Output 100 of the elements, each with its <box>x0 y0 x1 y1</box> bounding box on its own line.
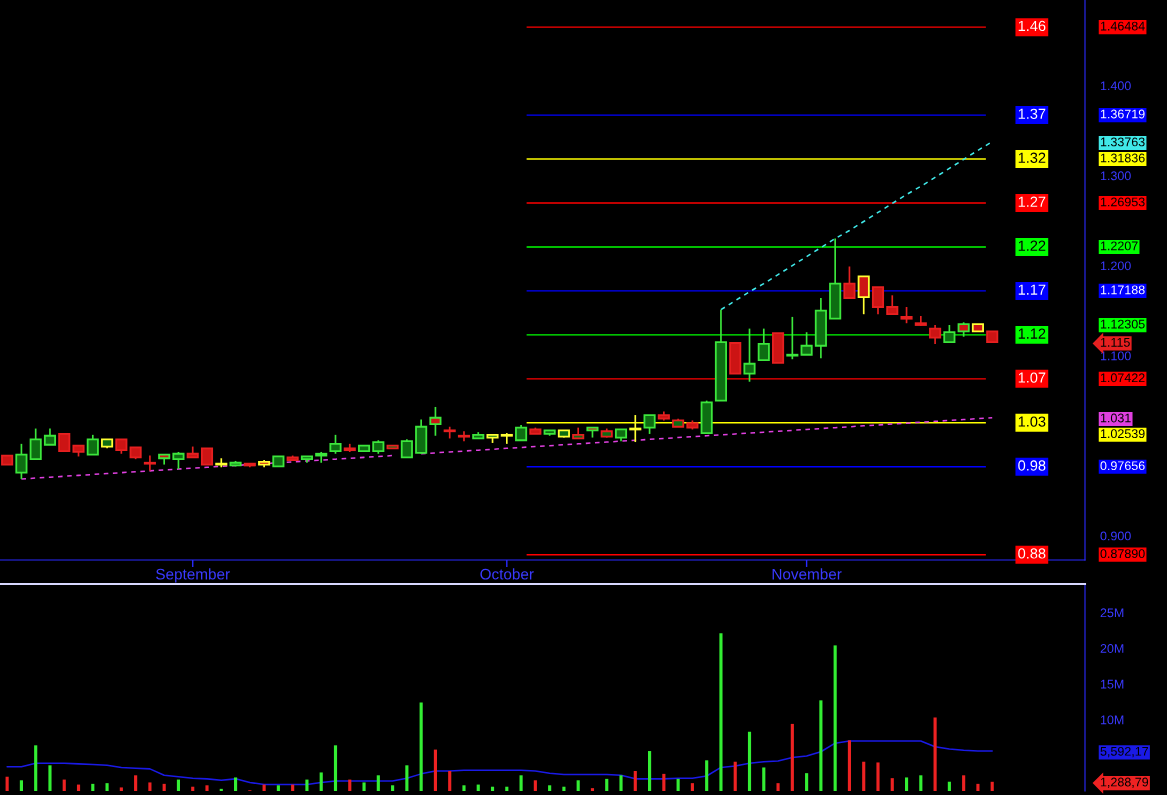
bar <box>505 786 509 791</box>
candlestick <box>886 294 899 316</box>
bar <box>148 782 152 791</box>
bar <box>633 771 637 791</box>
ref-line-label: 1.03 <box>1018 416 1046 427</box>
bar <box>705 760 709 791</box>
bar <box>205 785 209 791</box>
bar <box>790 723 794 791</box>
candlestick <box>643 414 656 435</box>
text: 1.17188 <box>1100 285 1145 295</box>
bar <box>862 761 866 791</box>
line-series <box>720 140 993 311</box>
candlestick <box>400 438 413 459</box>
ref-line-label: 1.27 <box>1018 196 1046 207</box>
y-tick-label: 0.900 <box>1100 531 1131 541</box>
text: 1.26953 <box>1100 197 1145 207</box>
bar <box>890 778 894 791</box>
bar <box>462 785 466 791</box>
bar <box>605 778 609 791</box>
ref-line-label: 1.46 <box>1018 20 1046 32</box>
y-tick-label: 1.300 <box>1100 171 1131 181</box>
bar <box>448 771 452 791</box>
candlestick <box>857 275 870 316</box>
text: 1.31836 <box>1100 153 1145 163</box>
y-tick-label: 1.33763 <box>1100 137 1145 147</box>
ref-line-label: 1.17 <box>1018 284 1046 295</box>
y-tick-label: 1.400 <box>1100 81 1131 91</box>
candlestick <box>786 316 799 361</box>
candlestick <box>843 265 856 299</box>
ref-line-label: 1.22 <box>1018 240 1046 251</box>
bar <box>391 785 395 791</box>
text: 1.02539 <box>1100 429 1145 439</box>
bar <box>191 786 195 791</box>
y-tick-label: 15M <box>1100 679 1124 689</box>
text: 1.2207 <box>1100 241 1138 251</box>
y-tick-label: 1.100 <box>1100 351 1131 361</box>
bar <box>419 702 423 791</box>
bar <box>947 781 951 791</box>
bar <box>91 783 95 791</box>
bar <box>833 645 837 791</box>
y-tick-label: 25M <box>1100 608 1124 618</box>
bar <box>805 773 809 791</box>
candlestick <box>329 434 342 455</box>
bar <box>62 779 66 791</box>
candlestick <box>871 286 885 316</box>
bar <box>662 773 666 791</box>
x-tick-label: October <box>480 568 534 580</box>
bar <box>476 784 480 791</box>
bar <box>105 783 109 791</box>
bar <box>490 786 495 791</box>
bar <box>548 785 552 791</box>
text: 1.36719 <box>1100 109 1145 119</box>
bar <box>876 762 880 791</box>
bar <box>405 765 409 791</box>
bar <box>333 745 338 791</box>
bar <box>733 761 737 791</box>
bar <box>847 740 852 791</box>
bar <box>533 780 537 791</box>
ref-line-label: 1.07 <box>1018 372 1046 383</box>
bar <box>362 782 366 791</box>
x-tick-label: September <box>156 568 230 583</box>
ref-line-label: 0.98 <box>1018 460 1046 471</box>
ref-line-label: 1.32 <box>1018 152 1046 163</box>
bar <box>34 745 38 791</box>
text: 0.97656 <box>1100 461 1145 471</box>
bar <box>76 784 81 791</box>
ref-line-label: 1.12 <box>1018 328 1046 339</box>
y-tick-label: 1.200 <box>1100 261 1131 271</box>
y-tick-label: 10M <box>1100 715 1124 725</box>
bar <box>962 775 966 791</box>
candlestick <box>800 331 813 356</box>
bar <box>19 780 23 791</box>
bar <box>433 749 437 791</box>
bar <box>262 784 266 791</box>
bar <box>5 776 9 791</box>
bar <box>590 788 595 791</box>
bar <box>176 779 181 791</box>
y-tick-label: 20M <box>1100 644 1124 653</box>
bar <box>819 700 823 791</box>
candlestick <box>743 327 756 383</box>
candlestick <box>86 434 99 456</box>
bar <box>48 765 52 791</box>
y-tick-label: 1,288,79 <box>1100 777 1149 788</box>
y-tick-label: 1.115 <box>1100 338 1130 347</box>
bar <box>119 787 123 791</box>
line-series <box>6 740 993 786</box>
text: 1.12305 <box>1100 319 1145 329</box>
text: 0.87890 <box>1100 549 1145 559</box>
bar <box>576 780 580 791</box>
bar <box>291 784 295 791</box>
bar <box>676 778 680 791</box>
bar <box>690 783 694 791</box>
bar <box>904 777 909 791</box>
bar <box>276 785 280 791</box>
candlestick <box>757 327 770 362</box>
candlestick <box>29 427 42 461</box>
y-tick-label: 5,592,17 <box>1100 746 1149 758</box>
text: 1.46484 <box>1100 21 1145 31</box>
bar <box>919 775 923 791</box>
bar <box>376 775 380 791</box>
